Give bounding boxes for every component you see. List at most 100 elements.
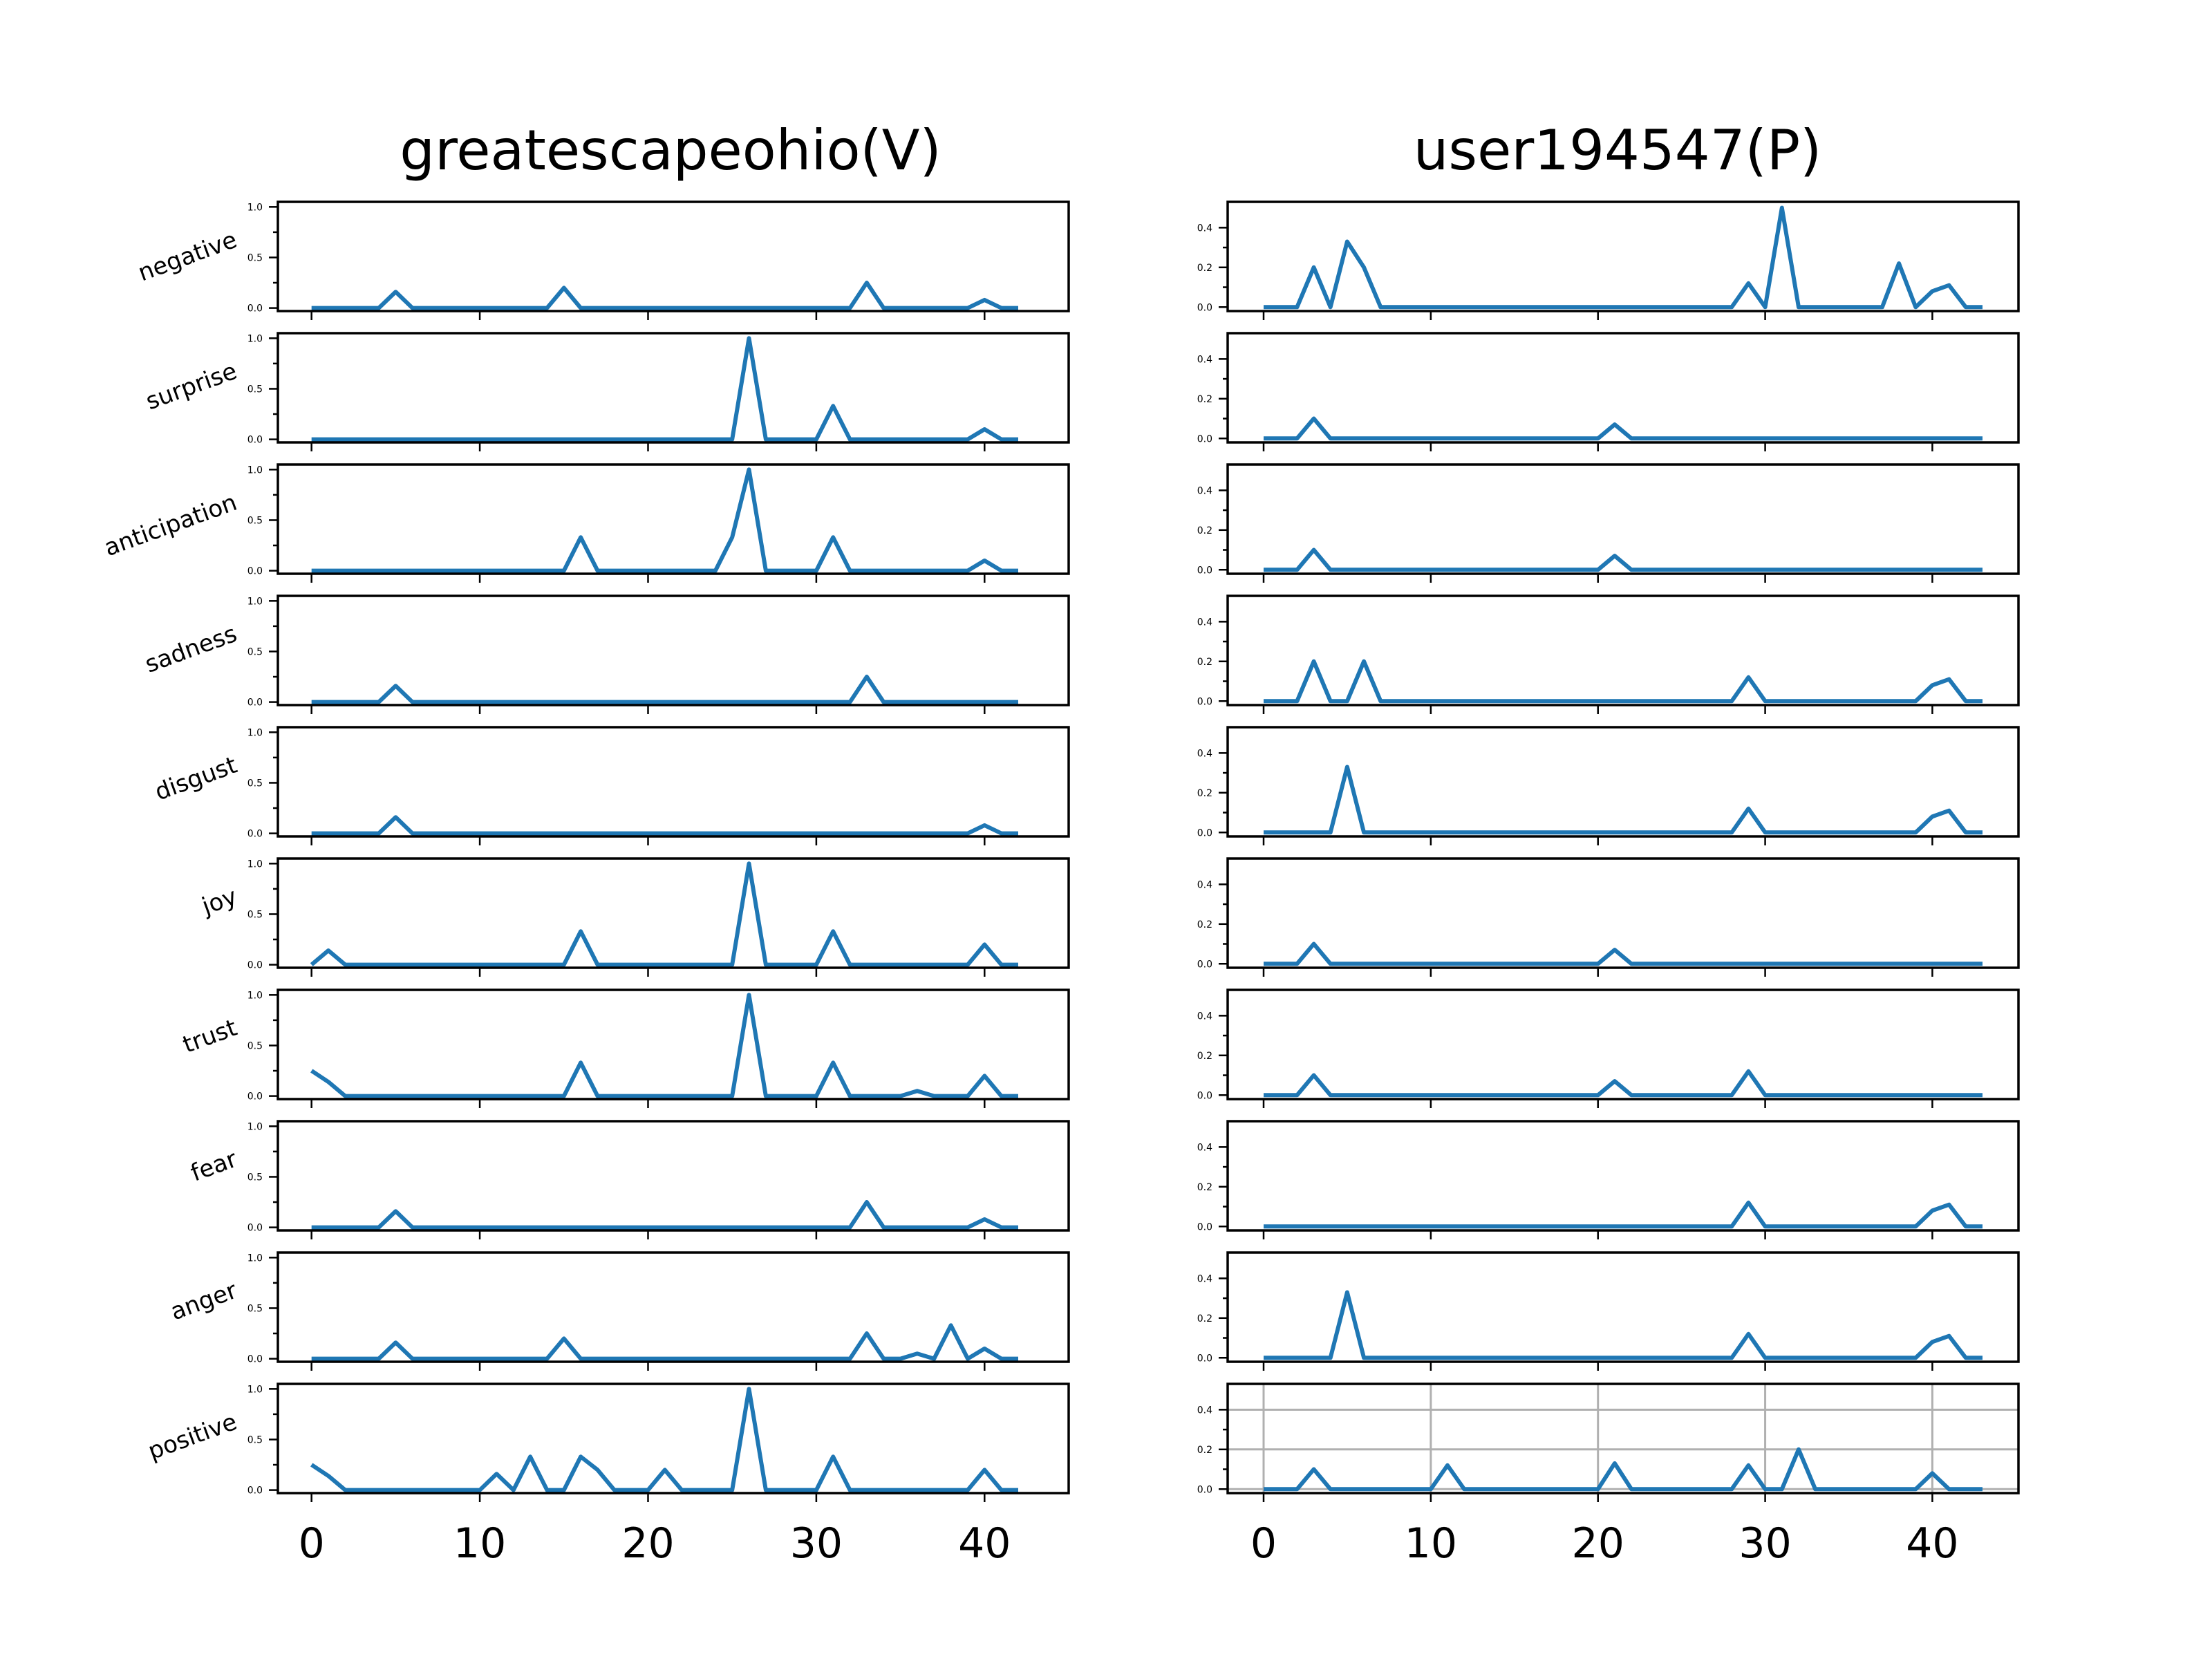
subplot-frame — [1226, 988, 2020, 1100]
y-tick-label: 0.4 — [1197, 1142, 1212, 1153]
y-tick-label: 0.5 — [247, 515, 263, 526]
y-tick-label: 0.2 — [1197, 1313, 1212, 1324]
series-line-trust — [310, 993, 1018, 1098]
subplot-positive-right: 0.0 0.2 0.4 0 10 20 30 40 — [1197, 1382, 2020, 1568]
subplot-frame — [1226, 1251, 2020, 1363]
subplot-frame — [276, 1251, 1070, 1363]
x-tick-label: 40 — [958, 1519, 1011, 1568]
subplot-frame — [1226, 1382, 2020, 1494]
y-tick-label: 0.0 — [247, 829, 263, 840]
series-line-anticipation — [1264, 547, 1983, 572]
y-tick-label: 1.0 — [247, 1384, 263, 1395]
subplot-frame — [1226, 1120, 2020, 1232]
subplot-anger-right: 0.0 0.2 0.4 — [1197, 1251, 2020, 1371]
subplot-joy-right: 0.0 0.2 0.4 — [1197, 857, 2020, 977]
series-line-positive — [1264, 1447, 1983, 1492]
y-tick-label: 0.0 — [247, 435, 263, 446]
x-tick-label: 20 — [621, 1519, 674, 1568]
y-tick-label: 0.0 — [247, 566, 263, 577]
subplot-fear-right: 0.0 0.2 0.4 — [1197, 1120, 2020, 1239]
y-tick-label: 0.0 — [247, 1223, 263, 1234]
y-tick-label: 0.4 — [1197, 617, 1212, 628]
y-tick-label: 0.4 — [1197, 1011, 1212, 1022]
right-panel-title: user194547(P) — [1414, 118, 1822, 182]
y-tick-label: 1.0 — [247, 465, 263, 476]
y-tick-label: 0.5 — [247, 1040, 263, 1051]
y-tick-label: 0.0 — [247, 697, 263, 709]
subplot-frame — [276, 463, 1070, 575]
y-tick-label: 0.4 — [1197, 485, 1212, 496]
y-tick-label: 1.0 — [247, 202, 263, 213]
subplot-trust-right: 0.0 0.2 0.4 — [1197, 988, 2020, 1108]
y-tick-label: 0.2 — [1197, 1182, 1212, 1193]
y-tick-label: 1.0 — [247, 727, 263, 738]
series-line-sadness — [311, 675, 1018, 704]
x-tick-label: 0 — [299, 1519, 325, 1568]
subplot-frame — [276, 726, 1070, 838]
series-line-anticipation — [311, 467, 1018, 573]
y-tick-label: 1.0 — [247, 990, 263, 1001]
series-line-fear — [311, 1200, 1018, 1230]
y-tick-label: 0.5 — [247, 1303, 263, 1314]
y-tick-label: 0.2 — [1197, 1445, 1212, 1456]
x-tick-label: 30 — [790, 1519, 843, 1568]
subplot-grid: negative0.00.51.0surprise0.00.51.0antici… — [101, 200, 2020, 1568]
y-tick-label: 0.0 — [1197, 1484, 1212, 1495]
subplot-frame — [1226, 200, 2020, 312]
subplot-disgust-right: 0.0 0.2 0.4 — [1197, 726, 2020, 845]
y-tick-label: 0.0 — [247, 1485, 263, 1497]
y-tick-label: 0.5 — [247, 909, 263, 920]
y-tick-label: 0.0 — [247, 1091, 263, 1103]
series-line-anger — [1264, 1290, 1983, 1360]
x-tick-label: 40 — [1906, 1519, 1958, 1568]
left-panel-title: greatescapeohio(V) — [400, 118, 941, 182]
y-tick-label: 0.0 — [1197, 1090, 1212, 1101]
subplot-frame — [276, 1382, 1070, 1494]
y-tick-label: 1.0 — [247, 859, 263, 870]
subplot-sadness-right: 0.0 0.2 0.4 — [1197, 594, 2020, 714]
y-tick-label: 0.0 — [1197, 959, 1212, 970]
series-line-joy — [310, 861, 1018, 967]
series-line-disgust — [311, 815, 1018, 836]
subplot-frame — [1226, 857, 2020, 969]
y-tick-label: 0.4 — [1197, 879, 1212, 890]
y-tick-label: 0.2 — [1197, 919, 1212, 930]
series-line-anger — [311, 1323, 1018, 1361]
y-tick-label: 0.5 — [247, 646, 263, 657]
series-line-joy — [1264, 941, 1983, 966]
y-tick-label: 0.0 — [1197, 1353, 1212, 1364]
y-tick-label: 0.2 — [1197, 263, 1212, 274]
y-tick-label: 0.0 — [1197, 302, 1212, 313]
y-tick-label: 1.0 — [247, 333, 263, 344]
subplot-frame — [1226, 332, 2020, 444]
y-tick-label: 0.0 — [1197, 827, 1212, 838]
series-line-negative — [1264, 205, 1983, 310]
series-line-trust — [1264, 1069, 1983, 1098]
y-tick-label: 0.4 — [1197, 1273, 1212, 1284]
y-tick-label: 1.0 — [247, 1121, 263, 1132]
y-tick-label: 0.2 — [1197, 657, 1212, 668]
y-tick-label: 0.4 — [1197, 1405, 1212, 1416]
subplot-frame — [1226, 463, 2020, 575]
subplot-frame — [276, 1120, 1070, 1232]
y-tick-label: 0.4 — [1197, 748, 1212, 759]
y-tick-label: 1.0 — [247, 596, 263, 607]
y-tick-label: 0.0 — [1197, 1221, 1212, 1232]
subplot-anticipation-right: 0.0 0.2 0.4 — [1197, 463, 2020, 583]
y-tick-label: 0.2 — [1197, 394, 1212, 405]
series-line-disgust — [1264, 765, 1983, 835]
series-line-surprise — [1264, 416, 1983, 441]
y-tick-label: 0.0 — [247, 1354, 263, 1365]
series-line-positive — [310, 1387, 1018, 1492]
y-tick-label: 1.0 — [247, 1253, 263, 1264]
y-tick-label: 0.5 — [247, 1434, 263, 1445]
subplot-negative-right: 0.0 0.2 0.4 — [1197, 200, 2020, 320]
subplot-frame — [276, 988, 1070, 1100]
y-tick-label: 0.2 — [1197, 525, 1212, 536]
